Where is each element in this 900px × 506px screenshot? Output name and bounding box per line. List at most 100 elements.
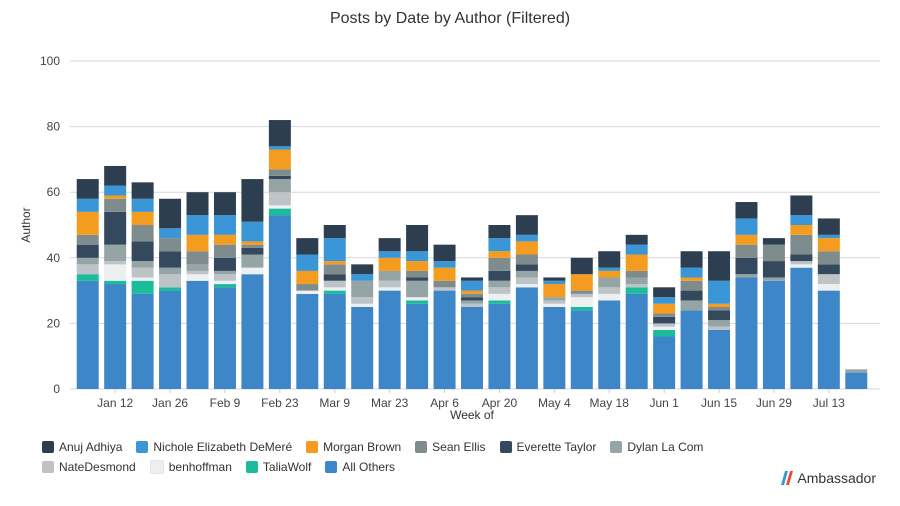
bar-segment-taliawolf[interactable] — [268, 208, 291, 216]
bar-segment-sean-ellis[interactable] — [406, 270, 429, 278]
bar-segment-all-others[interactable] — [104, 284, 127, 389]
bar-segment-anuj-adhiya[interactable] — [708, 251, 731, 281]
bar-segment-anuj-adhiya[interactable] — [296, 238, 319, 255]
bar-segment-nichole-elizabeth-demer-[interactable] — [186, 215, 209, 235]
bar-segment-anuj-adhiya[interactable] — [76, 179, 99, 199]
bar-segment-nichole-elizabeth-demer-[interactable] — [543, 280, 566, 285]
bar-segment-sean-ellis[interactable] — [76, 234, 99, 245]
bar-segment-anuj-adhiya[interactable] — [104, 165, 127, 186]
bar-segment-everette-taylor[interactable] — [213, 257, 236, 271]
bar-segment-anuj-adhiya[interactable] — [323, 225, 346, 239]
bar-segment-natedesmond[interactable] — [76, 264, 99, 275]
bar-segment-all-others[interactable] — [515, 287, 538, 389]
bar-segment-natedesmond[interactable] — [461, 303, 483, 307]
bar-segment-natedesmond[interactable] — [790, 261, 813, 265]
bar-segment-nichole-elizabeth-demer-[interactable] — [653, 297, 676, 304]
bar-segment-dylan-la-com[interactable] — [708, 320, 731, 327]
bar-segment-morgan-brown[interactable] — [488, 251, 511, 258]
bar-segment-dylan-la-com[interactable] — [762, 277, 785, 281]
bar-segment-taliawolf[interactable] — [570, 307, 593, 311]
bar-segment-natedesmond[interactable] — [488, 287, 511, 294]
bar-segment-taliawolf[interactable] — [653, 329, 676, 337]
bar-segment-everette-taylor[interactable] — [241, 247, 264, 255]
bar-segment-morgan-brown[interactable] — [570, 274, 593, 291]
legend-item[interactable]: Dylan La Com — [610, 440, 703, 454]
bar-segment-nichole-elizabeth-demer-[interactable] — [680, 267, 703, 278]
bar-segment-morgan-brown[interactable] — [598, 270, 621, 278]
legend-item[interactable]: NateDesmond — [42, 460, 136, 474]
bar-segment-all-others[interactable] — [186, 280, 209, 389]
bar-segment-sean-ellis[interactable] — [625, 270, 648, 278]
bar-segment-everette-taylor[interactable] — [268, 175, 291, 180]
bar-segment-anuj-adhiya[interactable] — [351, 264, 374, 275]
bar-segment-all-others[interactable] — [131, 293, 154, 389]
bar-segment-dylan-la-com[interactable] — [104, 244, 127, 262]
bar-segment-anuj-adhiya[interactable] — [461, 277, 483, 281]
bar-segment-dylan-la-com[interactable] — [625, 277, 648, 285]
bar-segment-all-others[interactable] — [543, 307, 566, 389]
bar-segment-taliawolf[interactable] — [76, 274, 99, 281]
bar-segment-dylan-la-com[interactable] — [159, 267, 182, 275]
bar-segment-all-others[interactable] — [351, 307, 374, 389]
bar-segment-taliawolf[interactable] — [213, 284, 236, 288]
bar-segment-natedesmond[interactable] — [598, 287, 621, 294]
bar-segment-dylan-la-com[interactable] — [598, 277, 621, 288]
legend-item[interactable]: Nichole Elizabeth DeMeré — [136, 440, 292, 454]
bar-segment-all-others[interactable] — [625, 293, 648, 389]
bar-segment-all-others[interactable] — [680, 310, 703, 389]
bar-segment-everette-taylor[interactable] — [488, 270, 511, 281]
bar-segment-benhoffman[interactable] — [323, 287, 346, 291]
bar-segment-dylan-la-com[interactable] — [241, 254, 264, 268]
bar-segment-everette-taylor[interactable] — [76, 244, 99, 258]
bar-segment-benhoffman[interactable] — [598, 293, 621, 301]
legend-item[interactable]: Everette Taylor — [499, 440, 596, 454]
bar-segment-benhoffman[interactable] — [213, 280, 236, 285]
bar-segment-anuj-adhiya[interactable] — [159, 198, 182, 229]
bar-segment-all-others[interactable] — [323, 293, 346, 389]
bar-segment-all-others[interactable] — [268, 215, 291, 389]
bar-segment-benhoffman[interactable] — [351, 303, 374, 307]
bar-segment-anuj-adhiya[interactable] — [213, 192, 236, 216]
bar-segment-everette-taylor[interactable] — [790, 254, 813, 262]
bar-segment-dylan-la-com[interactable] — [351, 280, 374, 298]
bar-segment-nichole-elizabeth-demer-[interactable] — [817, 234, 840, 239]
bar-segment-nichole-elizabeth-demer-[interactable] — [213, 215, 236, 235]
bar-segment-nichole-elizabeth-demer-[interactable] — [104, 185, 127, 196]
bar-segment-all-others[interactable] — [653, 336, 676, 389]
bar-segment-sean-ellis[interactable] — [104, 198, 127, 212]
bar-segment-dylan-la-com[interactable] — [268, 179, 291, 193]
bar-segment-natedesmond[interactable] — [625, 284, 648, 288]
bar-segment-benhoffman[interactable] — [515, 284, 538, 288]
bar-segment-morgan-brown[interactable] — [323, 261, 346, 265]
bar-segment-morgan-brown[interactable] — [433, 267, 456, 281]
bar-segment-natedesmond[interactable] — [653, 323, 676, 327]
bar-segment-natedesmond[interactable] — [159, 274, 182, 288]
bar-segment-anuj-adhiya[interactable] — [680, 251, 703, 268]
bar-segment-dylan-la-com[interactable] — [76, 257, 99, 265]
bar-segment-benhoffman[interactable] — [406, 297, 429, 301]
bar-segment-morgan-brown[interactable] — [708, 303, 731, 307]
bar-segment-sean-ellis[interactable] — [213, 244, 236, 258]
bar-segment-all-others[interactable] — [296, 293, 319, 389]
bar-segment-nichole-elizabeth-demer-[interactable] — [515, 234, 538, 242]
bar-segment-benhoffman[interactable] — [790, 264, 813, 268]
bar-segment-natedesmond[interactable] — [515, 277, 538, 285]
bar-segment-taliawolf[interactable] — [131, 280, 154, 294]
bar-segment-all-others[interactable] — [461, 307, 483, 389]
legend-item[interactable]: TaliaWolf — [245, 460, 311, 474]
bar-segment-morgan-brown[interactable] — [625, 254, 648, 271]
bar-segment-all-others[interactable] — [762, 280, 785, 389]
bar-segment-all-others[interactable] — [790, 267, 813, 389]
bar-segment-anuj-adhiya[interactable] — [241, 179, 264, 222]
bar-segment-all-others[interactable] — [76, 280, 99, 389]
bar-segment-morgan-brown[interactable] — [186, 234, 209, 252]
bar-segment-morgan-brown[interactable] — [104, 195, 127, 199]
bar-segment-everette-taylor[interactable] — [323, 274, 346, 281]
bar-segment-taliawolf[interactable] — [406, 300, 429, 304]
bar-segment-anuj-adhiya[interactable] — [735, 202, 758, 219]
bar-segment-benhoffman[interactable] — [241, 267, 264, 275]
bar-segment-dylan-la-com[interactable] — [378, 270, 401, 281]
bar-segment-anuj-adhiya[interactable] — [268, 120, 291, 147]
bar-segment-sean-ellis[interactable] — [680, 280, 703, 291]
bar-segment-nichole-elizabeth-demer-[interactable] — [296, 254, 319, 271]
